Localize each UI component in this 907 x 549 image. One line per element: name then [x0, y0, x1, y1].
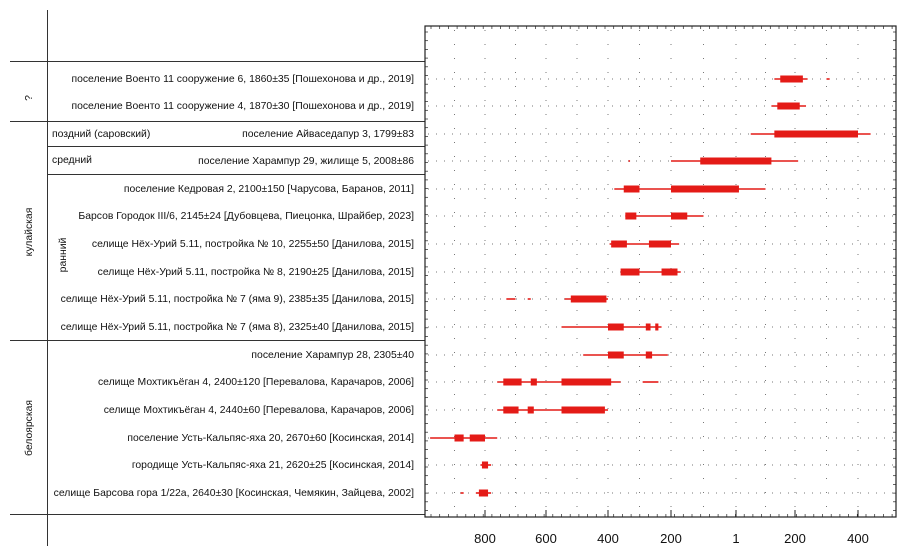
row-label: селище Нёх-Урий 5.11, постройка № 7 (яма…: [61, 294, 414, 305]
tick-label: 400: [597, 531, 619, 546]
group-label-unknown: ?: [24, 95, 35, 101]
thick-range-bar: [671, 212, 688, 220]
subgroup-label-middle: средний: [52, 155, 92, 166]
row-label: поселение Харампур 28, 2305±40: [251, 350, 414, 361]
thick-range-bar: [561, 406, 605, 414]
row-label: городище Усть-Кальпяс-яха 21, 2620±25 [К…: [132, 460, 414, 471]
thick-range-bar: [608, 351, 624, 359]
thick-range-bar: [655, 323, 659, 331]
row-label: поселение Харампур 29, жилище 5, 2008±86: [198, 156, 414, 167]
thick-range-bar: [620, 268, 640, 276]
thick-range-bar: [469, 434, 485, 442]
thick-range-bar: [527, 406, 534, 414]
thick-range-bar: [570, 295, 607, 303]
row-label: поселение Военто 11 сооружение 6, 1860±3…: [71, 74, 414, 85]
row-label: селище Мохтикъёган 4, 2440±60 [Перевалов…: [104, 405, 414, 416]
thick-range-bar: [608, 323, 624, 331]
tick-label: 800: [474, 531, 496, 546]
thick-range-bar: [625, 212, 637, 220]
row-label: поселение Кедровая 2, 2100±150 [Чарусова…: [124, 184, 414, 195]
thick-range-bar: [645, 323, 651, 331]
row-label: поселение Военто 11 сооружение 4, 1870±3…: [71, 101, 414, 112]
thick-range-bar: [774, 130, 858, 138]
tick-label: 200: [784, 531, 806, 546]
thick-range-bar: [780, 75, 803, 83]
subgroup-label-early: ранний: [58, 237, 69, 272]
row-label: селище Мохтикъёган 4, 2400±120 [Перевало…: [98, 377, 414, 388]
row-label: поселение Усть-Кальпяс-яха 20, 2670±60 […: [127, 433, 414, 444]
thick-range-bar: [478, 489, 489, 497]
tick-label: 1: [732, 531, 739, 546]
thick-range-bar: [503, 378, 522, 386]
group-label-kulay: кулайская: [24, 208, 35, 257]
thick-range-bar: [481, 461, 489, 469]
row-label: селище Нёх-Урий 5.11, постройка № 10, 22…: [92, 239, 414, 250]
thick-range-bar: [648, 240, 671, 248]
tick-label: 200: [660, 531, 682, 546]
thick-range-bar: [661, 268, 678, 276]
thick-range-bar: [611, 240, 627, 248]
thick-range-bar: [454, 434, 464, 442]
thick-range-bar: [503, 406, 519, 414]
row-label: селище Барсова гора 1/22а, 2640±30 [Коси…: [54, 488, 414, 499]
plot-frame: [424, 25, 897, 518]
thick-range-bar: [530, 378, 537, 386]
thick-range-bar: [561, 378, 612, 386]
row-label: селище Нёх-Урий 5.11, постройка № 7 (яма…: [61, 322, 414, 333]
thick-range-bar: [671, 185, 739, 193]
thick-range-bar: [700, 157, 772, 165]
row-label: селище Нёх-Урий 5.11, постройка № 8, 219…: [98, 267, 414, 278]
plot-area: 800 600 400 200 1 200 400: [424, 25, 897, 546]
thick-range-bar: [645, 351, 653, 359]
row-labels: поселение Военто 11 сооружение 6, 1860±3…: [54, 74, 415, 499]
subgroup-label-late: поздний (саровский): [52, 129, 150, 140]
tick-label: 600: [535, 531, 557, 546]
thick-range-bar: [623, 185, 640, 193]
row-label: Барсов Городок III/6, 2145±24 [Дубовцева…: [78, 210, 414, 222]
group-label-beloyar: белоярская: [23, 400, 35, 456]
row-label: поселение Айваседапур 3, 1799±83: [242, 129, 414, 140]
tick-label: 400: [847, 531, 869, 546]
thick-range-bar: [777, 102, 800, 110]
